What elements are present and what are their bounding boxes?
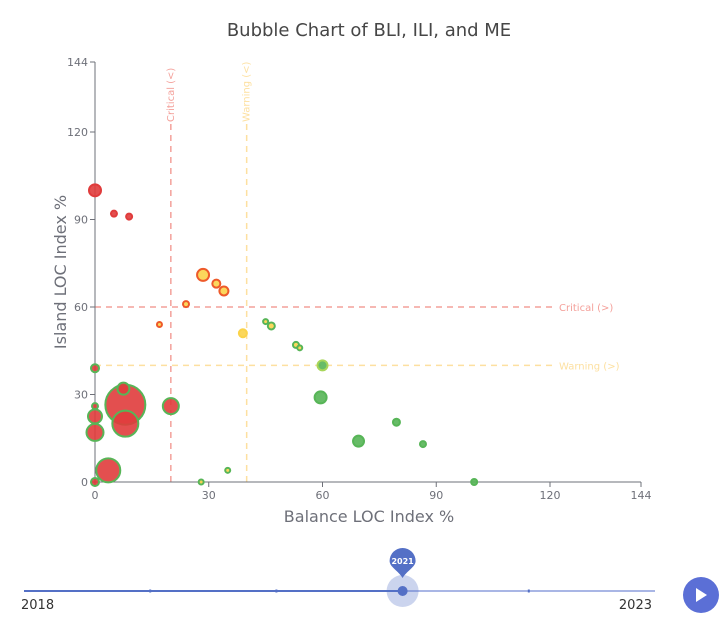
x-tick-label: 90 [429, 489, 443, 502]
bubble[interactable] [90, 477, 100, 487]
bubble[interactable] [182, 300, 190, 309]
timeline-end-label: 2023 [619, 598, 652, 613]
y-tick-label: 90 [74, 214, 88, 227]
bubble[interactable] [418, 440, 427, 449]
bubble[interactable] [316, 359, 329, 372]
x-tick-label: 144 [631, 489, 652, 502]
y-tick-label: 120 [67, 126, 88, 139]
x-tick-label: 0 [92, 489, 99, 502]
y-tick-label: 144 [67, 56, 88, 69]
ref-line-label: Critical (>) [559, 303, 613, 314]
bubble[interactable] [237, 328, 248, 339]
timeline-tick[interactable] [527, 589, 530, 593]
y-tick-label: 60 [74, 301, 88, 314]
bubble[interactable] [470, 478, 479, 486]
bubble[interactable] [197, 478, 205, 486]
ref-line-label: Warning (<) [242, 61, 253, 122]
timeline-tick[interactable] [275, 589, 278, 593]
bubble[interactable] [391, 417, 401, 427]
bubble[interactable] [218, 285, 230, 297]
timeline-handle[interactable] [397, 586, 408, 596]
y-axis-title: Island LOC Index % [51, 195, 70, 349]
bubble[interactable] [87, 408, 103, 425]
bubbles [85, 183, 479, 487]
bubble[interactable] [95, 457, 122, 484]
bubble[interactable] [196, 267, 211, 282]
chart-title: Bubble Chart of BLI, ILI, and ME [227, 20, 511, 41]
timeline[interactable]: 2021 2018 2023 [21, 548, 655, 613]
bubble[interactable] [161, 397, 180, 416]
axes: 0 30 60 90 120 144 0 30 60 90 120 144 [67, 56, 652, 502]
bubble[interactable] [88, 183, 102, 198]
y-tick-label: 0 [81, 476, 88, 489]
bubble[interactable] [116, 381, 131, 396]
bubble[interactable] [262, 318, 270, 326]
bubble[interactable] [109, 209, 118, 218]
play-button[interactable] [683, 577, 719, 613]
bubble[interactable] [90, 363, 100, 374]
x-tick-label: 120 [540, 489, 561, 502]
bubble[interactable] [155, 321, 163, 328]
bubble[interactable] [85, 422, 105, 442]
bubble[interactable] [224, 466, 232, 474]
ref-line-label: Critical (<) [166, 68, 177, 122]
x-tick-label: 30 [202, 489, 216, 502]
bubble[interactable] [266, 321, 276, 331]
play-icon [696, 588, 707, 602]
ref-line-label: Warning (>) [559, 361, 620, 372]
reference-lines: Critical (<) Warning (<) Critical (>) Warni… [95, 61, 620, 482]
bubble[interactable] [125, 212, 134, 221]
timeline-current-year: 2021 [391, 557, 414, 566]
timeline-start-label: 2018 [21, 598, 54, 613]
timeline-pin: 2021 [389, 548, 416, 578]
bubble[interactable] [111, 409, 140, 438]
y-tick-label: 30 [74, 389, 88, 402]
bubble[interactable] [211, 278, 222, 289]
timeline-tick[interactable] [149, 589, 152, 593]
bubble[interactable] [313, 390, 328, 405]
x-tick-label: 60 [316, 489, 330, 502]
x-axis-title: Balance LOC Index % [284, 507, 454, 526]
bubble[interactable] [91, 402, 99, 411]
bubble[interactable] [296, 344, 304, 352]
bubble[interactable] [352, 434, 366, 448]
